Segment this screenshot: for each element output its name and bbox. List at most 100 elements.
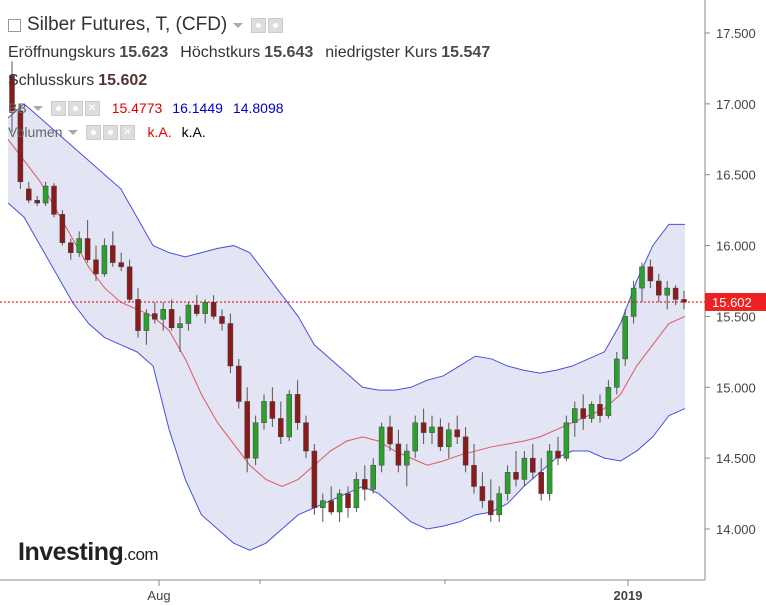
candle-body: [194, 304, 200, 314]
candle-body: [210, 302, 217, 317]
candle-body: [126, 266, 133, 300]
candle-body: [59, 214, 66, 243]
candle-body: [26, 188, 32, 201]
eye-icon[interactable]: [86, 124, 102, 140]
high-value: 15.643: [264, 44, 314, 61]
bb-label: BB: [8, 100, 27, 116]
candle-body: [538, 472, 544, 494]
candle-body: [143, 313, 150, 331]
candle-body: [437, 426, 444, 448]
bb-upper-value: 16.1449: [172, 100, 223, 116]
y-tick-label: 15.000: [716, 380, 756, 395]
x-tick-label: 2019: [614, 588, 643, 603]
candle-body: [580, 408, 586, 419]
candle-body: [471, 464, 477, 487]
candle-body: [513, 472, 519, 480]
close-icon[interactable]: [120, 123, 136, 140]
candle-body: [51, 185, 57, 215]
candle-body: [563, 422, 570, 459]
candle-body: [488, 500, 494, 516]
y-tick-label: 17.000: [716, 97, 756, 112]
candle-body: [530, 457, 536, 473]
bollinger-upper-line: [7, 103, 685, 391]
candle-body: [597, 404, 603, 416]
gear-icon[interactable]: [67, 100, 83, 116]
candle-body: [286, 394, 292, 438]
logo-suffix: .com: [123, 545, 159, 564]
candle-body: [555, 450, 561, 459]
candle-body: [387, 426, 393, 445]
open-label: Eröffnungskurs: [8, 44, 116, 61]
candle-body: [9, 75, 15, 112]
candle-body: [320, 500, 326, 508]
candle-body: [664, 287, 670, 296]
candle-body: [353, 479, 360, 508]
candle-body: [17, 110, 24, 183]
candle-body: [303, 422, 309, 452]
candle-body: [269, 401, 276, 419]
chevron-down-icon[interactable]: [233, 22, 244, 28]
candle-body: [278, 418, 284, 438]
chart-title-row: Silber Futures, T, (CFD): [8, 14, 285, 36]
y-tick-label: 16.000: [716, 239, 756, 254]
eye-icon[interactable]: [251, 17, 267, 33]
candle-body: [588, 404, 595, 419]
candle-body: [546, 450, 553, 494]
candle-body: [244, 401, 250, 459]
candle-body: [462, 436, 469, 466]
candle-body: [479, 486, 486, 501]
gear-icon[interactable]: [103, 124, 119, 140]
bb-mid-value: 15.4773: [111, 100, 163, 116]
candle-body: [160, 309, 166, 320]
candle-body: [420, 422, 427, 433]
low-value: 15.547: [441, 44, 491, 61]
candle-body: [311, 450, 318, 508]
volume-value-2: k.A.: [181, 124, 206, 140]
volume-legend-row: Volumen k.A. k.A.: [8, 123, 206, 141]
close-label: Schlusskurs: [8, 72, 95, 89]
x-tick-label: Aug: [147, 588, 170, 603]
high-label: Höchstkurs: [180, 44, 261, 61]
close-icon[interactable]: [84, 99, 100, 116]
candle-body: [656, 280, 662, 296]
candle-body: [135, 299, 141, 331]
chart-legend: Silber Futures, T, (CFD) Eröffnungskurs …: [0, 0, 705, 160]
candle-body: [412, 422, 418, 452]
open-value: 15.623: [119, 44, 169, 61]
candle-body: [294, 394, 301, 423]
candle-body: [446, 429, 452, 448]
eye-icon[interactable]: [50, 100, 66, 116]
bb-lower-value: 14.8098: [232, 100, 284, 116]
collapse-toggle[interactable]: [8, 18, 21, 32]
close-value: 15.602: [98, 72, 148, 89]
candle-body: [84, 238, 91, 260]
y-tick-label: 14.500: [716, 451, 756, 466]
y-tick-label: 15.500: [716, 309, 756, 324]
candle-body: [639, 266, 645, 289]
candle-body: [76, 238, 82, 253]
candle-body: [252, 422, 259, 459]
candle-body: [395, 443, 402, 466]
gear-icon[interactable]: [268, 17, 284, 33]
candle-body: [404, 450, 410, 466]
candle-body: [454, 429, 460, 438]
candle-body: [68, 242, 74, 253]
candle-body: [34, 199, 40, 204]
chevron-down-icon[interactable]: [68, 129, 79, 135]
investing-logo[interactable]: Investing.com: [18, 538, 159, 567]
candle-body: [622, 316, 628, 360]
candle-body: [572, 408, 578, 423]
chart-title: Silber Futures, T, (CFD): [27, 14, 228, 35]
chevron-down-icon[interactable]: [32, 105, 43, 111]
candle-body: [93, 259, 99, 275]
candle-body: [496, 493, 502, 516]
candle-body: [110, 245, 116, 263]
low-label: niedrigster Kurs: [325, 44, 438, 61]
ohlc-row: Eröffnungskurs 15.623 Höchstkurs 15.643 …: [8, 44, 502, 62]
last-price-label: 15.602: [712, 295, 752, 310]
candle-body: [118, 262, 124, 268]
bollinger-legend-row: BB 15.4773 16.1449 14.8098: [8, 99, 284, 117]
candle-body: [345, 493, 351, 508]
bollinger-band-fill: [8, 103, 685, 551]
